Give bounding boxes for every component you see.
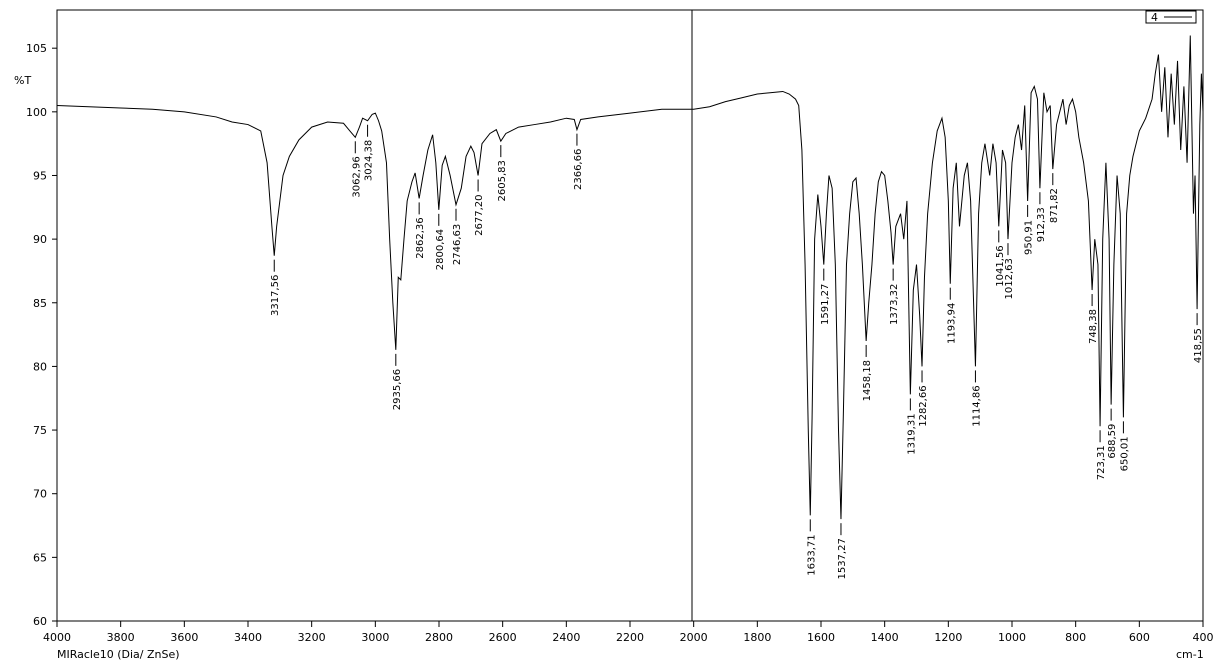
spectrum-line (56, 35, 1204, 520)
y-axis-label: %T (14, 74, 31, 87)
x-tick-label: 400 (1193, 631, 1214, 644)
x-tick-label: 2200 (616, 631, 644, 644)
peak-label: 688,59 (1107, 424, 1118, 459)
peak-label: 3317,56 (270, 275, 281, 316)
peak-label: 1591,27 (820, 284, 831, 325)
peak-label: 2746,63 (452, 224, 463, 265)
x-tick-label: 3800 (107, 631, 135, 644)
peak-label: 723,31 (1096, 445, 1107, 480)
peak-label: 1458,18 (862, 360, 873, 401)
peak-label: 1041,56 (995, 245, 1006, 286)
x-tick-label: 3200 (298, 631, 326, 644)
x-tick-label: 1000 (998, 631, 1026, 644)
peak-label: 650,01 (1119, 436, 1130, 471)
peak-label: 1319,31 (906, 413, 917, 454)
x-tick-label: 3000 (361, 631, 389, 644)
x-tick-label: 2400 (552, 631, 580, 644)
y-tick-label: 95 (33, 169, 47, 182)
y-tick-label: 100 (26, 106, 47, 119)
y-tick-label: 65 (33, 551, 47, 564)
x-tick-label: 3600 (170, 631, 198, 644)
peak-label: 2800,64 (435, 229, 446, 270)
footer: MIRacle10 (Dia/ ZnSe) (57, 648, 180, 661)
peak-label: 1114,86 (971, 385, 982, 426)
y-tick-label: 85 (33, 297, 47, 310)
x-tick-label: 1800 (743, 631, 771, 644)
peak-label: 2366,66 (573, 149, 584, 190)
x-tick-label: 600 (1129, 631, 1150, 644)
peak-label: 1282,66 (918, 385, 929, 426)
peak-label: 1373,32 (889, 284, 900, 325)
peak-label: 2935,66 (392, 369, 403, 410)
x-tick-label: 800 (1065, 631, 1086, 644)
x-tick-label: 2600 (489, 631, 517, 644)
peak-label: 1537,27 (837, 538, 848, 579)
peak-label: 950,91 (1024, 220, 1035, 255)
y-tick-label: 90 (33, 233, 47, 246)
y-tick-label: 75 (33, 424, 47, 437)
peak-label: 3024,38 (364, 140, 375, 181)
x-tick-label: 2800 (425, 631, 453, 644)
legend-label: 4 (1151, 11, 1158, 24)
y-tick-label: 80 (33, 360, 47, 373)
x-axis-label: cm-1 (1176, 648, 1204, 661)
y-tick-label: 105 (26, 42, 47, 55)
peak-label: 3062,96 (351, 156, 362, 197)
x-tick-label: 1600 (807, 631, 835, 644)
peak-label: 1193,94 (946, 303, 957, 344)
peak-label: 1012,63 (1004, 258, 1015, 299)
peak-label: 1633,71 (806, 534, 817, 575)
x-tick-label: 1400 (871, 631, 899, 644)
peak-label: 748,38 (1088, 309, 1099, 344)
x-tick-label: 2000 (680, 631, 708, 644)
peak-label: 871,82 (1049, 188, 1060, 223)
x-tick-label: 4000 (43, 631, 71, 644)
y-tick-label: 70 (33, 488, 47, 501)
peak-label: 418,55 (1193, 328, 1204, 363)
x-tick-label: 3400 (234, 631, 262, 644)
peak-label: 2677,20 (474, 194, 485, 235)
peak-label: 2862,36 (415, 217, 426, 258)
x-tick-label: 1200 (934, 631, 962, 644)
peak-label: 2605,83 (497, 160, 508, 201)
y-tick-label: 60 (33, 615, 47, 628)
peak-label: 912,33 (1036, 207, 1047, 242)
